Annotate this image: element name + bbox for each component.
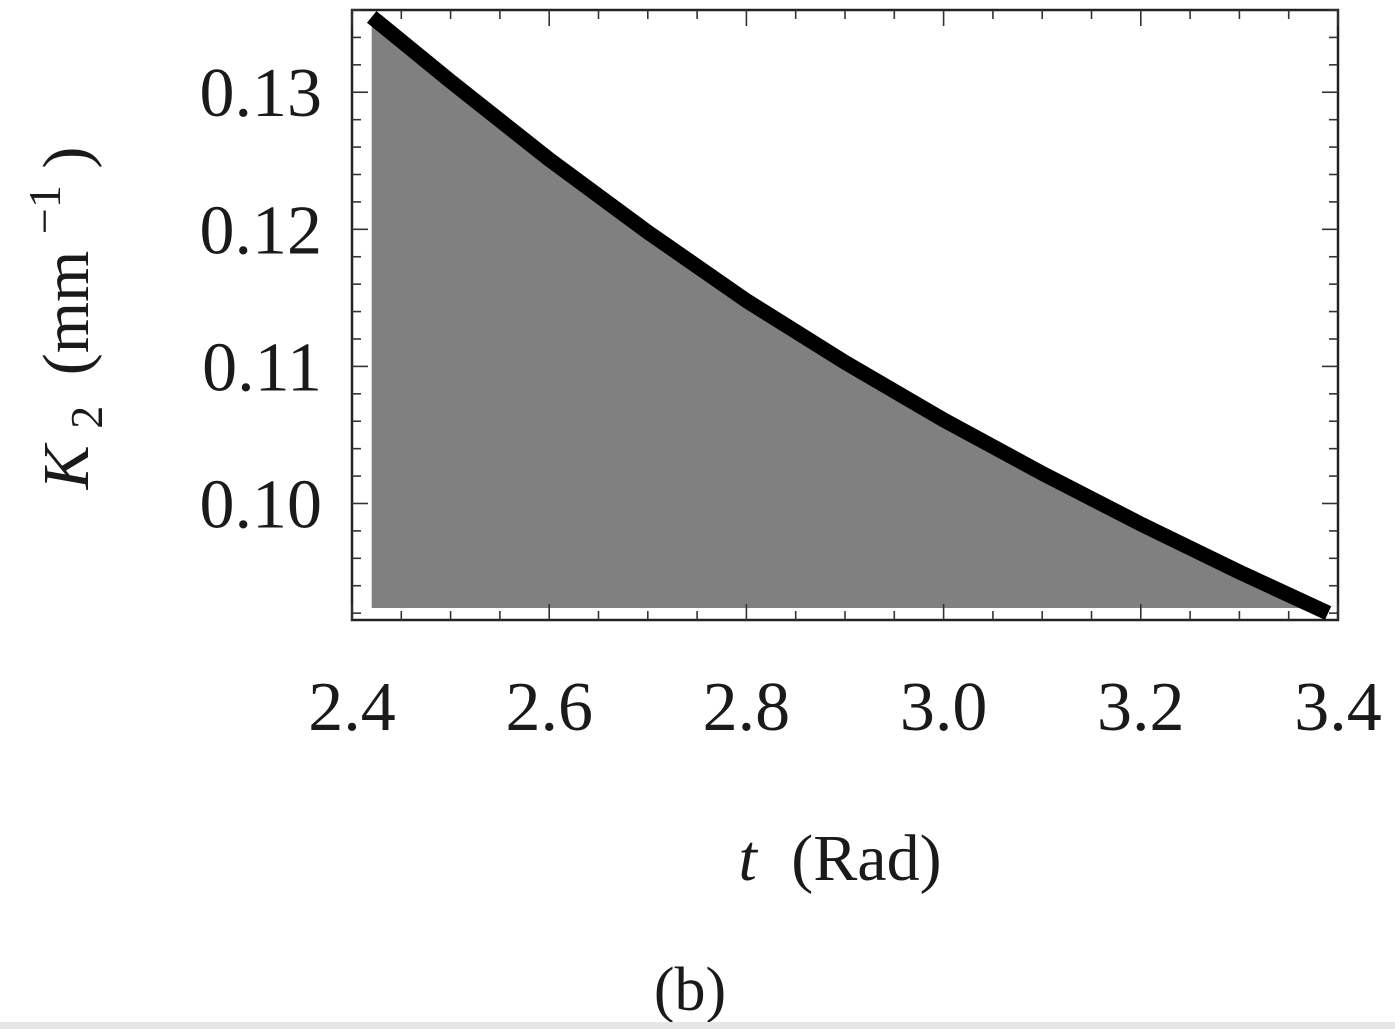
x-axis-unit: (Rad)	[791, 822, 941, 895]
area-layer	[371, 16, 1329, 614]
x-axis-symbol: t	[738, 822, 758, 895]
y-tick-labels: 0.13 0.12 0.11 0.10	[200, 55, 323, 543]
x-tick-label: 2.4	[308, 669, 396, 746]
y-axis-unit-close: )	[30, 147, 103, 169]
series-line-layer	[366, 11, 1332, 620]
y-tick-label: 0.11	[202, 329, 322, 406]
x-tick-label: 3.2	[1097, 669, 1185, 746]
x-tick-label: 2.6	[505, 669, 593, 746]
x-tick-label: 2.8	[703, 669, 791, 746]
figure-caption: (b)	[654, 956, 726, 1024]
x-tick-label: 3.0	[900, 669, 988, 746]
y-tick-label: 0.13	[200, 55, 323, 132]
y-axis-subscript: 2	[61, 406, 112, 429]
x-tick-labels: 2.4 2.6 2.8 3.0 3.2 3.4	[308, 669, 1382, 746]
y-axis-symbol: K	[30, 442, 103, 490]
y-tick-label: 0.12	[200, 192, 323, 269]
y-tick-label: 0.10	[200, 466, 323, 543]
bottom-edge-strip	[0, 1022, 1395, 1029]
x-axis-label: t (Rad)	[738, 822, 941, 895]
tick-marks	[351, 9, 1339, 620]
series-line	[366, 11, 1332, 620]
y-axis-unit-open: (mm	[30, 251, 103, 376]
y-axis-unit-exponent: −1	[19, 185, 70, 234]
x-tick-label: 3.4	[1294, 669, 1382, 746]
y-axis-label: K 2 (mm −1 )	[2, 147, 117, 491]
area-fill	[371, 16, 1329, 614]
